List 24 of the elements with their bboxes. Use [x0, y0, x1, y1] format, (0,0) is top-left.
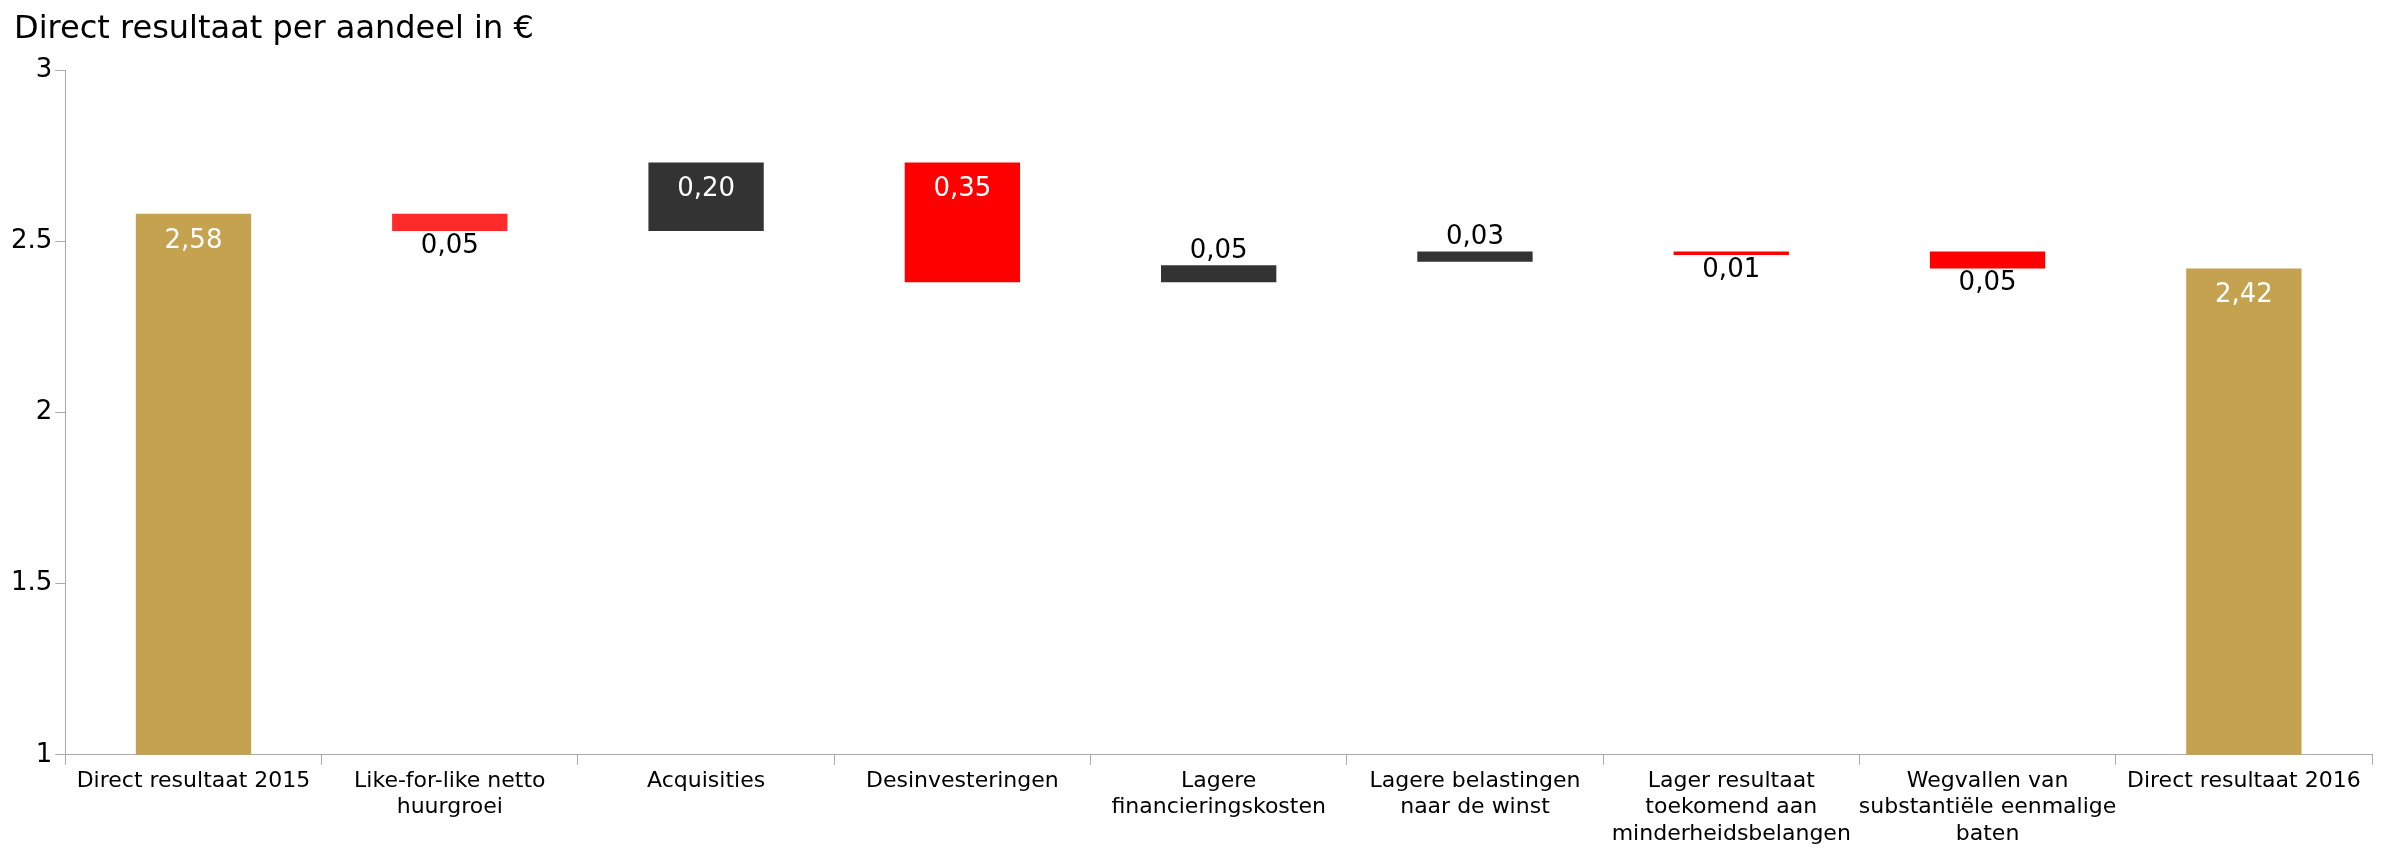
data-label: 0,20 — [677, 172, 736, 203]
y-tick-label: 2.5 — [10, 223, 53, 254]
x-tick-label: Lager resultaat toekomend aan minderheidsbelangen — [1611, 766, 1851, 845]
data-label: 2,42 — [2214, 278, 2273, 309]
x-tick-label: Like-for-like netto huurgroei — [354, 766, 546, 819]
data-label: 0,35 — [933, 172, 992, 203]
data-label: 0,05 — [1189, 233, 1248, 264]
y-tick-label: 1 — [35, 737, 53, 768]
data-label: 0,05 — [1958, 266, 2017, 297]
y-tick-label: 2 — [35, 395, 53, 426]
y-axis-title: Direct resultaat per aandeel in € — [14, 8, 535, 48]
x-tick-label: Direct resultaat 2016 — [2127, 766, 2361, 792]
x-tick-label: Acquisities — [647, 766, 766, 792]
x-tick-label: Lagere belastingen naar de winst — [1369, 766, 1581, 819]
x-tick-label: Desinvesteringen — [866, 766, 1059, 792]
data-label: 0,05 — [420, 228, 479, 259]
y-tick-label: 3 — [35, 52, 53, 83]
data-label: 0,03 — [1446, 220, 1504, 251]
x-tick-label: Wegvallen van substantiële eenmalige baten — [1858, 766, 2117, 845]
y-tick-label: 1.5 — [10, 566, 53, 597]
data-label: 0,01 — [1702, 252, 1761, 283]
x-tick-label: Direct resultaat 2015 — [76, 766, 311, 792]
x-tick-label: Lagere financieringskosten — [1111, 766, 1326, 819]
data-label: 2,58 — [164, 223, 223, 254]
